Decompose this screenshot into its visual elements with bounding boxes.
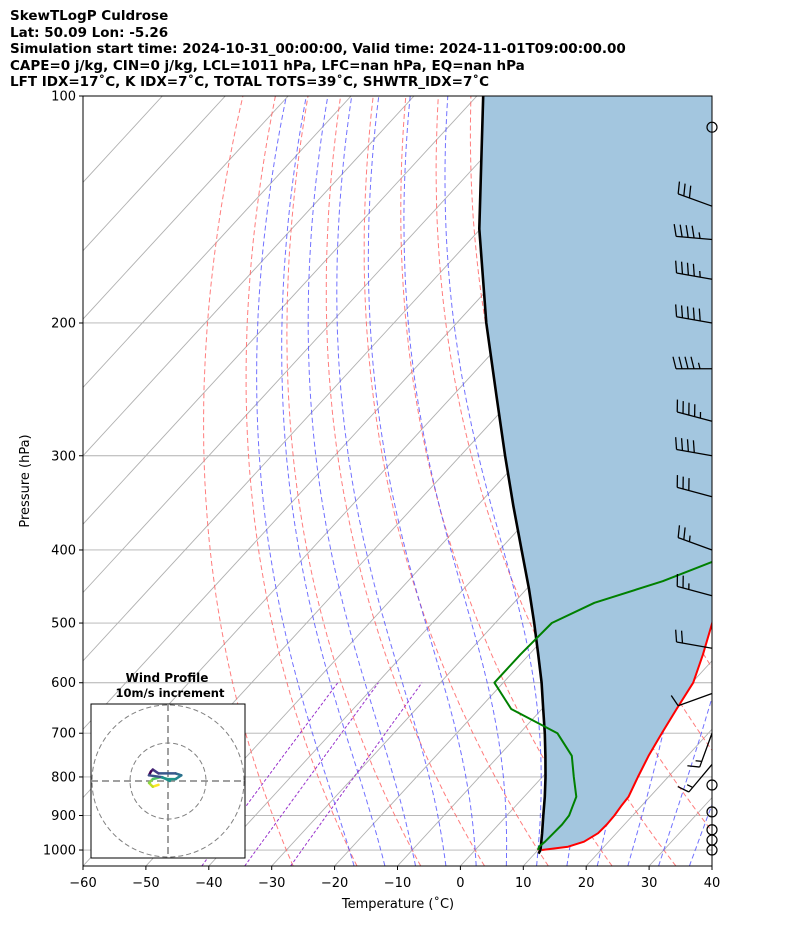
wind-barb	[675, 437, 713, 457]
y-tick-label: 500	[51, 617, 76, 632]
isotherm	[711, 865, 712, 866]
temperature-line	[541, 619, 712, 851]
wind-barb	[675, 629, 713, 649]
x-tick-label: 0	[456, 876, 464, 891]
y-tick-label: 900	[51, 809, 76, 824]
moist-adiabat	[720, 96, 794, 866]
x-tick-label: −60	[69, 876, 96, 891]
moist-adiabat	[444, 96, 542, 866]
y-tick-label: 800	[51, 770, 76, 785]
dry-adiabat	[698, 96, 712, 164]
moist-adiabat	[367, 96, 477, 866]
wind-barb	[677, 764, 713, 793]
hodograph-ring	[91, 704, 245, 858]
x-tick-label: −10	[384, 876, 411, 891]
wind-barb	[687, 733, 713, 768]
hodograph-trace-segment	[161, 775, 172, 783]
dry-adiabat	[203, 96, 294, 866]
moist-adiabat	[658, 696, 712, 866]
cin-cape-shading	[479, 96, 712, 850]
y-tick-label: 200	[51, 316, 76, 331]
x-tick-label: −40	[195, 876, 222, 891]
dry-adiabat	[286, 96, 422, 866]
wind-barb	[676, 399, 713, 422]
moist-adiabat	[336, 96, 447, 866]
hodograph-title: Wind Profile	[126, 671, 209, 685]
x-tick-label: 10	[515, 876, 532, 891]
cape-line: CAPE=0 j/kg, CIN=0 j/kg, LCL=1011 hPa, L…	[10, 57, 525, 74]
isotherm	[83, 96, 415, 457]
isotherm	[585, 728, 712, 866]
x-axis-label: Temperature (˚C)	[341, 896, 454, 912]
wind-barb	[706, 121, 718, 133]
mixing-ratio-line	[244, 682, 379, 866]
mixing-ratio-line	[290, 682, 423, 866]
dry-adiabat	[245, 96, 358, 866]
isotherm	[83, 96, 478, 525]
index-line: LFT IDX=17˚C, K IDX=7˚C, TOTAL TOTS=39˚C…	[10, 74, 490, 90]
isotherm	[83, 96, 352, 389]
y-tick-label: 600	[51, 676, 76, 691]
isotherm	[83, 96, 289, 320]
wind-barb	[677, 525, 713, 551]
chart-header: SkewTLogP Culdrose Lat: 50.09 Lon: -5.26…	[10, 8, 626, 91]
x-tick-label: 30	[641, 876, 658, 891]
wind-barb	[675, 260, 713, 280]
wind-barb	[706, 779, 718, 791]
y-axis-ticks: 100 200 300 400 500 600 700 800 900 1000	[43, 90, 83, 859]
wind-barb	[677, 181, 713, 207]
wind-barb	[675, 304, 713, 324]
y-tick-label: 700	[51, 727, 76, 742]
y-tick-label: 400	[51, 543, 76, 558]
time-line: Simulation start time: 2024-10-31_00:00:…	[10, 41, 626, 57]
dry-adiabat	[764, 96, 794, 866]
parcel-path-line	[477, 96, 547, 855]
x-tick-label: −30	[258, 876, 285, 891]
wind-barbs	[670, 121, 718, 856]
wind-barb	[673, 224, 713, 241]
hodograph-trace-segment	[147, 774, 164, 779]
y-tick-label: 1000	[43, 844, 76, 859]
dry-adiabat	[732, 96, 794, 866]
wind-barb	[706, 824, 718, 836]
wind-barb	[676, 574, 713, 597]
moist-adiabat	[688, 803, 712, 866]
profiles	[477, 96, 712, 855]
x-tick-label: 20	[578, 876, 595, 891]
x-axis-ticks: −60 −50 −40 −30 −20 −10 0 10 20 30 40	[69, 866, 720, 891]
dry-adiabat	[325, 96, 485, 866]
wind-barb	[672, 356, 712, 370]
wind-barb	[706, 806, 718, 818]
isotherm	[145, 250, 712, 866]
hodograph-subtitle: 10m/s increment	[116, 686, 225, 700]
x-tick-label: 40	[704, 876, 721, 891]
hodograph: Wind Profile 10m/s increment	[90, 671, 246, 859]
y-tick-label: 100	[51, 90, 76, 105]
isotherm	[83, 96, 226, 252]
isotherm	[83, 96, 541, 594]
x-tick-label: −50	[132, 876, 159, 891]
wind-barb	[676, 475, 713, 498]
isotherm	[397, 523, 712, 866]
y-axis-label: Pressure (hPa)	[18, 434, 33, 527]
x-tick-label: −20	[321, 876, 348, 891]
chart-title: SkewTLogP Culdrose	[10, 8, 169, 24]
y-tick-label: 300	[51, 449, 76, 464]
moist-adiabat	[307, 96, 416, 866]
location-line: Lat: 50.09 Lon: -5.26	[10, 24, 169, 41]
dewpoint-line	[493, 560, 712, 851]
wind-barb	[670, 692, 713, 707]
